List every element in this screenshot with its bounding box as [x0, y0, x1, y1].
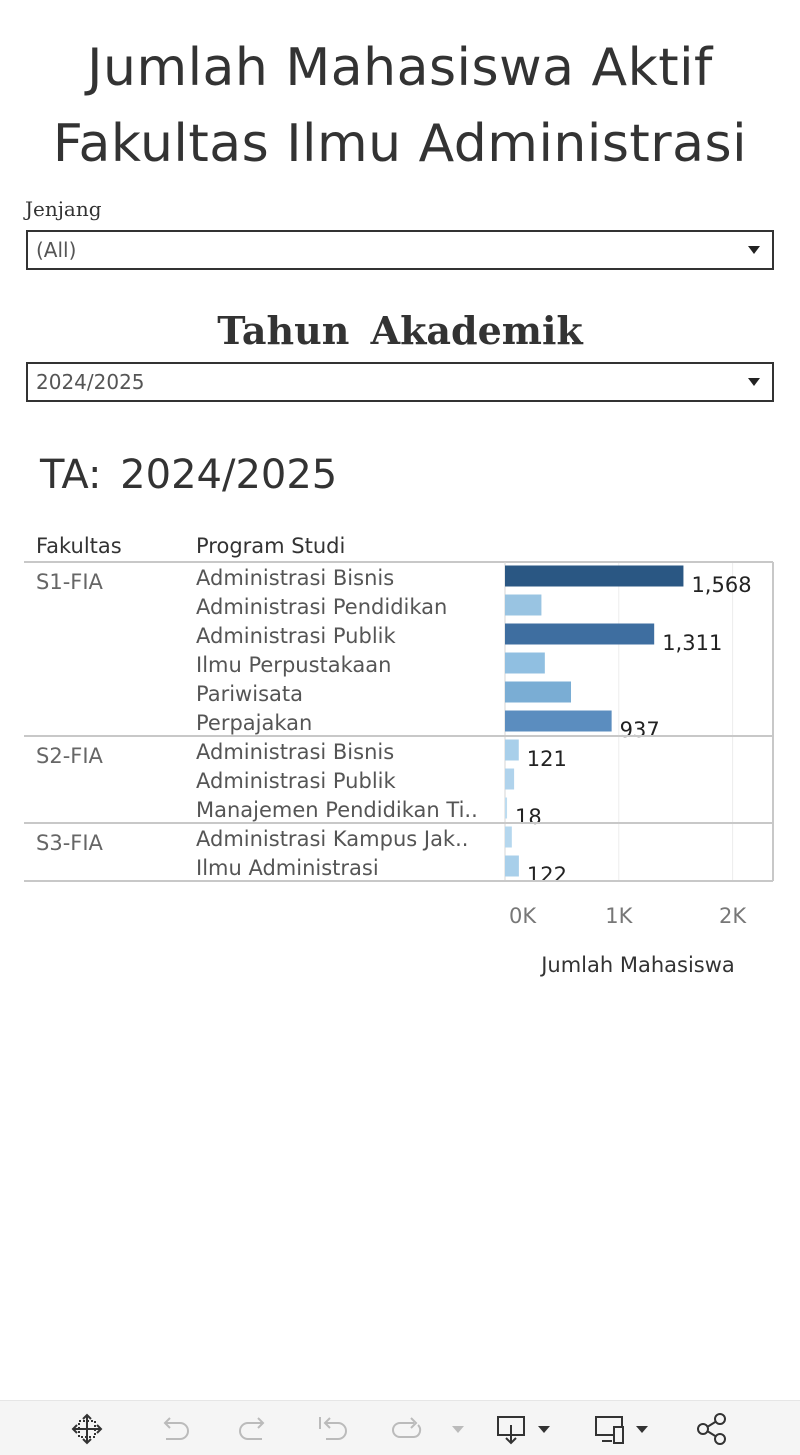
bar [505, 565, 684, 587]
redo-icon[interactable] [234, 1409, 274, 1449]
bar [505, 623, 655, 645]
bar [505, 826, 512, 848]
tahun-dropdown-value: 2024/2025 [36, 370, 145, 394]
dropdown-icon[interactable] [440, 1409, 480, 1449]
program-studi-label: Manajemen Pendidikan Ti.. [196, 798, 478, 822]
title-line-2: Fakultas Ilmu Administrasi [52, 114, 748, 174]
data-label: 122 [527, 863, 567, 887]
share-icon[interactable] [692, 1409, 732, 1449]
x-axis-title: Jumlah Mahasiswa [539, 953, 735, 977]
dashboard-title: Jumlah Mahasiswa Aktif Fakultas Ilmu Adm… [0, 30, 800, 182]
program-studi-label: Administrasi Bisnis [196, 566, 394, 590]
sheet-title: TA: 2024/2025 [40, 452, 338, 498]
chevron-down-icon[interactable] [628, 1409, 668, 1449]
jenjang-dropdown[interactable]: (All) [26, 230, 774, 270]
jenjang-filter-label: Jenjang [25, 197, 102, 221]
bar [505, 681, 572, 703]
device-layout-icon[interactable] [590, 1409, 630, 1449]
x-tick-label: 2K [719, 904, 747, 928]
tahun-akademik-dropdown[interactable]: 2024/2025 [26, 362, 774, 402]
chevron-down-icon [748, 378, 760, 386]
header-program-studi: Program Studi [196, 534, 345, 558]
fakultas-label: S3-FIA [36, 831, 104, 855]
data-label: 1,311 [662, 631, 722, 655]
bar [505, 739, 519, 761]
refresh-icon[interactable] [388, 1409, 428, 1449]
toolbar [0, 1400, 800, 1455]
chevron-down-icon [748, 246, 760, 254]
program-studi-label: Ilmu Perpustakaan [196, 653, 391, 677]
bar [505, 797, 508, 819]
bar [505, 710, 612, 732]
bar-chart: Fakultas Program Studi S1-FIA Administrasi … [24, 534, 774, 977]
program-studi-label: Administrasi Publik [196, 624, 396, 648]
pan-icon[interactable] [67, 1409, 107, 1449]
program-studi-label: Pariwisata [196, 682, 303, 706]
program-studi-label: Administrasi Kampus Jak.. [196, 827, 468, 851]
tahun-akademik-label: Tahun Akademik [217, 308, 583, 353]
revert-icon[interactable] [312, 1409, 352, 1449]
program-studi-label: Administrasi Pendidikan [196, 595, 447, 619]
undo-icon[interactable] [154, 1409, 194, 1449]
data-label: 1,568 [691, 573, 751, 597]
bar [505, 652, 545, 674]
header-fakultas: Fakultas [36, 534, 122, 558]
bar [505, 855, 519, 877]
chevron-down-icon[interactable] [530, 1409, 570, 1449]
fakultas-label: S2-FIA [36, 744, 104, 768]
title-line-1: Jumlah Mahasiswa Aktif [87, 38, 713, 98]
x-tick-label: 0K [509, 904, 537, 928]
program-studi-label: Administrasi Bisnis [196, 740, 394, 764]
fakultas-label: S1-FIA [36, 570, 104, 594]
download-icon[interactable] [492, 1409, 532, 1449]
program-studi-label: Perpajakan [196, 711, 312, 735]
data-label: 937 [620, 718, 660, 742]
program-studi-label: Administrasi Publik [196, 769, 396, 793]
program-studi-label: Ilmu Administrasi [196, 856, 379, 880]
data-label: 121 [527, 747, 567, 771]
bar [505, 594, 542, 616]
x-tick-label: 1K [605, 904, 633, 928]
jenjang-dropdown-value: (All) [36, 238, 77, 262]
bar [505, 768, 515, 790]
data-label: 18 [515, 805, 542, 829]
